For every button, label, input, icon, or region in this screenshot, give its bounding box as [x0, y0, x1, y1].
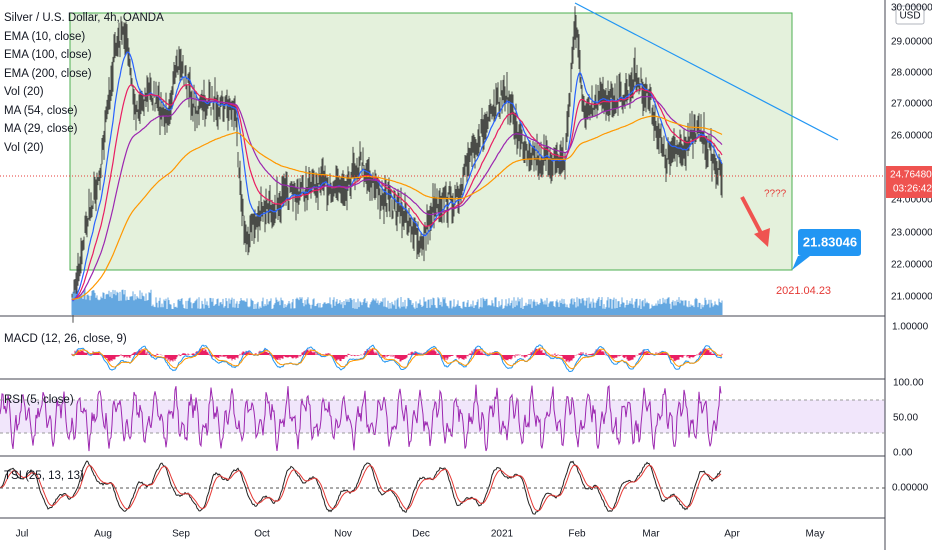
tsi-line [0, 460, 722, 515]
time-tick: Dec [412, 529, 430, 540]
target-price: 21.83046 [803, 234, 857, 249]
legend: Silver / U.S. Dollar, 4h, OANDA EMA (10,… [4, 12, 164, 482]
price-tick: 28.00000 [891, 68, 932, 79]
target-label-box [798, 229, 861, 256]
title: Silver / U.S. Dollar, 4h, OANDA [4, 12, 164, 24]
legend-item: MA (29, close) [4, 123, 78, 135]
moving-average [71, 51, 723, 302]
rsi-tick: 0.00 [893, 448, 913, 459]
time-tick: Apr [724, 529, 740, 540]
macd-line [71, 344, 723, 373]
price-axis: 30.00000 29.00000 28.00000 27.00000 26.00000… [891, 3, 932, 303]
time-tick: Feb [568, 529, 586, 540]
moving-average [71, 115, 723, 300]
tsi-signal [0, 464, 722, 512]
time-tick: Nov [334, 529, 352, 540]
trend-line [574, 2, 839, 141]
time-tick: 2021 [491, 529, 514, 540]
price-tick: 21.00000 [891, 292, 932, 303]
currency[interactable]: USD [899, 11, 920, 22]
price-tick: 22.00000 [891, 260, 932, 271]
time-tick: Aug [94, 529, 112, 540]
plots [0, 6, 723, 515]
time-tick: Mar [642, 529, 660, 540]
target-date: 2021.04.23 [776, 285, 831, 297]
price-tick: 27.00000 [891, 99, 932, 110]
last-price-box [886, 166, 932, 198]
tsi-tick: 0.00000 [892, 483, 929, 494]
note: ???? [764, 189, 787, 200]
signal-line [71, 347, 723, 370]
price-tick: 23.00000 [891, 228, 932, 239]
time-tick: May [806, 529, 825, 540]
time-tick: Sep [172, 529, 190, 540]
time-tick: Oct [254, 529, 270, 540]
time-tick: Jul [16, 529, 29, 540]
arrow [740, 196, 764, 236]
rsi-tick: 50.00 [893, 413, 918, 424]
countdown: 03:26:42 [893, 184, 932, 195]
rsi-line [0, 384, 722, 452]
macd-tick: 1.00000 [892, 322, 929, 333]
legend-item: EMA (100, close) [4, 49, 92, 61]
time-axis: Jul Aug Sep Oct Nov Dec 2021 Feb Mar Apr May [16, 529, 825, 540]
price-tick: 29.00000 [891, 37, 932, 48]
legend-item: EMA (10, close) [4, 31, 85, 43]
last-price: 24.76480 [890, 170, 932, 181]
legend-item: Vol (20) [4, 142, 44, 154]
pane-label: RSI (5, close) [4, 394, 74, 406]
price-tick: 24.00000 [891, 195, 932, 206]
currency-button[interactable] [895, 5, 925, 25]
legend-item: EMA (200, close) [4, 68, 92, 80]
price-tick: 26.00000 [891, 131, 932, 142]
pane-label: TSI (25, 13, 13) [4, 470, 84, 482]
price-tick: 30.00000 [891, 3, 932, 14]
moving-average [71, 83, 723, 301]
pane-label: MACD (12, 26, close, 9) [4, 333, 127, 345]
legend-item: MA (54, close) [4, 105, 78, 117]
legend-item: Vol (20) [4, 86, 44, 98]
moving-average [71, 95, 723, 301]
target-pointer [792, 256, 810, 270]
rsi-tick: 100.00 [893, 378, 924, 389]
arrow-head [754, 228, 770, 247]
